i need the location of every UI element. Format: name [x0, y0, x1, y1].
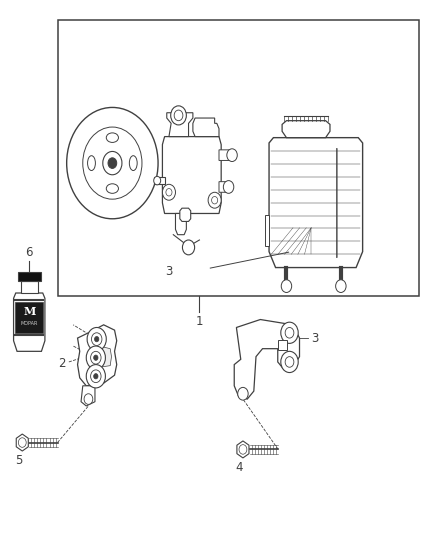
Circle shape — [94, 355, 98, 360]
Text: M: M — [23, 306, 35, 317]
Ellipse shape — [129, 156, 137, 171]
Circle shape — [238, 387, 248, 400]
Circle shape — [95, 336, 99, 342]
Polygon shape — [167, 113, 193, 136]
Polygon shape — [14, 293, 45, 351]
Text: 6: 6 — [25, 246, 33, 259]
Text: 2: 2 — [58, 357, 65, 370]
Text: 5: 5 — [15, 454, 22, 467]
Text: MOPAR: MOPAR — [21, 321, 38, 326]
Circle shape — [91, 351, 101, 364]
Circle shape — [83, 127, 142, 199]
Bar — [58, 20, 419, 296]
Circle shape — [281, 280, 292, 293]
Circle shape — [212, 197, 218, 204]
Polygon shape — [176, 214, 186, 235]
Circle shape — [183, 240, 194, 255]
Polygon shape — [282, 120, 330, 138]
Ellipse shape — [106, 184, 118, 193]
Polygon shape — [81, 386, 95, 406]
Bar — [278, 340, 287, 350]
Circle shape — [67, 108, 158, 219]
Circle shape — [103, 151, 122, 175]
Polygon shape — [162, 136, 221, 214]
Circle shape — [92, 333, 102, 345]
Circle shape — [18, 438, 26, 447]
Circle shape — [174, 110, 183, 120]
Circle shape — [336, 280, 346, 293]
Polygon shape — [269, 138, 363, 268]
Circle shape — [84, 394, 93, 405]
Text: 4: 4 — [236, 461, 243, 474]
Circle shape — [87, 327, 106, 351]
Polygon shape — [78, 325, 117, 386]
Polygon shape — [219, 150, 234, 160]
Circle shape — [281, 322, 298, 343]
Text: 3: 3 — [311, 332, 318, 344]
Polygon shape — [16, 434, 28, 451]
Polygon shape — [237, 441, 249, 458]
Circle shape — [86, 365, 106, 388]
Polygon shape — [154, 177, 165, 184]
Circle shape — [285, 357, 294, 367]
Polygon shape — [95, 346, 112, 367]
Bar — [15, 302, 43, 333]
Circle shape — [223, 181, 234, 193]
Polygon shape — [219, 182, 232, 192]
Circle shape — [162, 184, 176, 200]
Circle shape — [239, 445, 247, 454]
Circle shape — [171, 106, 186, 125]
Ellipse shape — [106, 133, 118, 142]
Polygon shape — [234, 319, 300, 399]
Bar — [18, 272, 41, 281]
Circle shape — [285, 327, 294, 338]
Circle shape — [94, 374, 98, 379]
Circle shape — [166, 189, 172, 196]
Circle shape — [208, 192, 221, 208]
Text: 1: 1 — [196, 316, 203, 328]
Circle shape — [91, 370, 101, 383]
Ellipse shape — [88, 156, 95, 171]
Text: 3: 3 — [165, 265, 173, 278]
Circle shape — [86, 346, 106, 369]
Polygon shape — [265, 215, 269, 246]
Polygon shape — [193, 118, 219, 136]
Circle shape — [227, 149, 237, 161]
Circle shape — [108, 158, 117, 168]
Circle shape — [154, 176, 161, 185]
Circle shape — [281, 351, 298, 373]
Polygon shape — [180, 208, 191, 221]
Polygon shape — [21, 281, 38, 293]
